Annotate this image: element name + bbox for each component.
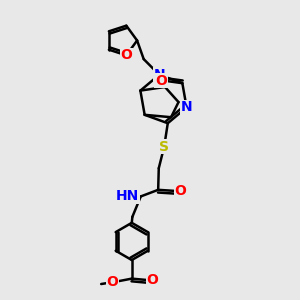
Text: O: O <box>120 48 132 62</box>
Text: N: N <box>153 68 165 82</box>
Text: O: O <box>155 74 167 88</box>
Text: S: S <box>159 140 169 154</box>
Text: O: O <box>175 184 187 198</box>
Text: N: N <box>181 100 192 114</box>
Text: O: O <box>106 274 118 289</box>
Text: O: O <box>146 273 158 287</box>
Text: HN: HN <box>116 189 139 203</box>
